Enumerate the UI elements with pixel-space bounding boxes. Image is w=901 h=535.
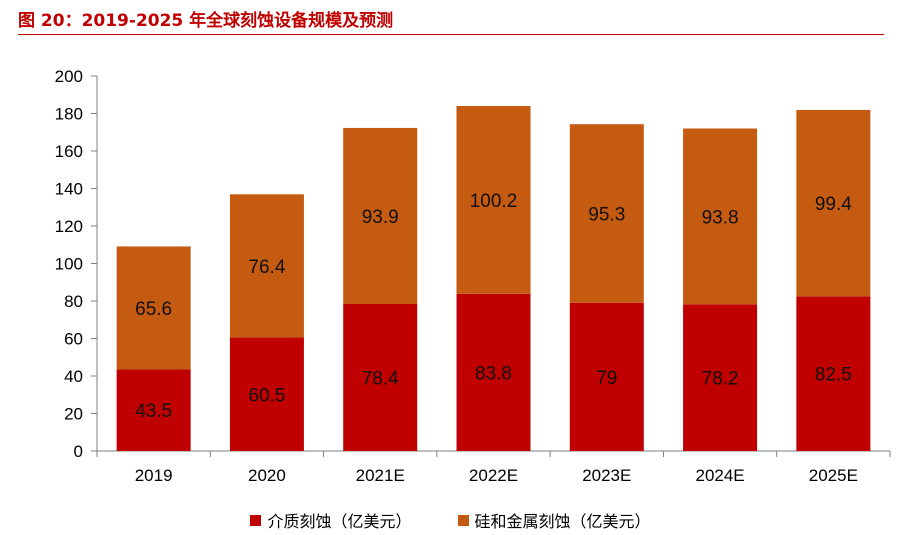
- stacked-bar-chart: 0 20 40 60 80 100 120 140 160 180 200 2019 2020 2021E…: [55, 67, 891, 485]
- x-tick-label: 2023E: [582, 466, 631, 485]
- y-tick-label: 100: [55, 255, 83, 274]
- bar-dielectric: [683, 304, 758, 451]
- bar-dielectric: [343, 304, 418, 451]
- y-tick-label: 0: [74, 442, 83, 461]
- y-tick-label: 40: [64, 367, 83, 386]
- legend: 介质刻蚀（亿美元） 硅和金属刻蚀（亿美元）: [0, 508, 901, 532]
- y-tick-label: 80: [64, 292, 83, 311]
- bar-silicon-metal: [343, 127, 418, 304]
- legend-label-silicon-metal: 硅和金属刻蚀（亿美元）: [474, 512, 651, 531]
- x-tick-label: 2021E: [356, 466, 405, 485]
- data-label: 79: [596, 368, 617, 389]
- title-rule: [18, 34, 884, 35]
- x-tick-label: 2022E: [469, 466, 518, 485]
- data-label: 76.4: [248, 257, 285, 278]
- y-tick-label: 140: [55, 180, 83, 199]
- bar-silicon-metal: [683, 128, 758, 305]
- bar-silicon-metal: [569, 124, 644, 303]
- data-label: 43.5: [135, 401, 172, 422]
- y-tick-label: 60: [64, 330, 83, 349]
- y-tick-label: 20: [64, 405, 83, 424]
- data-label: 78.4: [362, 369, 399, 390]
- x-tick-label: 2025E: [809, 466, 858, 485]
- data-label: 100.2: [470, 191, 518, 212]
- x-tick-label: 2019: [135, 466, 173, 485]
- bar-silicon-metal: [796, 109, 871, 297]
- bar-dielectric: [116, 369, 191, 451]
- y-tick-label: 120: [55, 217, 83, 236]
- bar-dielectric: [569, 302, 644, 451]
- bar-dielectric: [796, 296, 871, 451]
- y-tick-label: 160: [55, 142, 83, 161]
- data-label: 65.6: [135, 299, 172, 320]
- data-labels: 43.5 65.6 60.5 76.4 78.4 93.9 83.8 100.2 79 95.3 7…: [135, 191, 852, 422]
- data-label: 93.8: [702, 207, 739, 228]
- data-label: 99.4: [815, 194, 852, 215]
- legend-swatch-dielectric: [250, 514, 262, 526]
- y-tick-label: 180: [55, 105, 83, 124]
- y-tick-label: 200: [55, 67, 83, 86]
- bar-dielectric: [456, 293, 531, 451]
- bar-silicon-metal: [229, 194, 304, 338]
- figure-title: 图 20：2019-2025 年全球刻蚀设备规模及预测: [18, 11, 394, 31]
- data-label: 95.3: [588, 205, 625, 226]
- x-tick-label: 2020: [248, 466, 286, 485]
- bars: [116, 106, 871, 451]
- data-label: 82.5: [815, 365, 852, 386]
- bar-silicon-metal: [456, 106, 531, 294]
- data-label: 78.2: [702, 369, 739, 390]
- legend-swatch-silicon-metal: [457, 514, 469, 526]
- legend-item-silicon-metal: 硅和金属刻蚀（亿美元）: [457, 508, 651, 532]
- legend-item-dielectric: 介质刻蚀（亿美元）: [250, 508, 412, 532]
- x-tick-label: 2024E: [695, 466, 744, 485]
- axes: 0 20 40 60 80 100 120 140 160 180 200 2019 2020 2021E…: [55, 67, 891, 485]
- bar-dielectric: [229, 337, 304, 451]
- bar-silicon-metal: [116, 246, 191, 370]
- data-label: 60.5: [248, 385, 285, 406]
- data-label: 83.8: [475, 363, 512, 384]
- data-label: 93.9: [362, 207, 399, 228]
- legend-label-dielectric: 介质刻蚀（亿美元）: [267, 512, 412, 531]
